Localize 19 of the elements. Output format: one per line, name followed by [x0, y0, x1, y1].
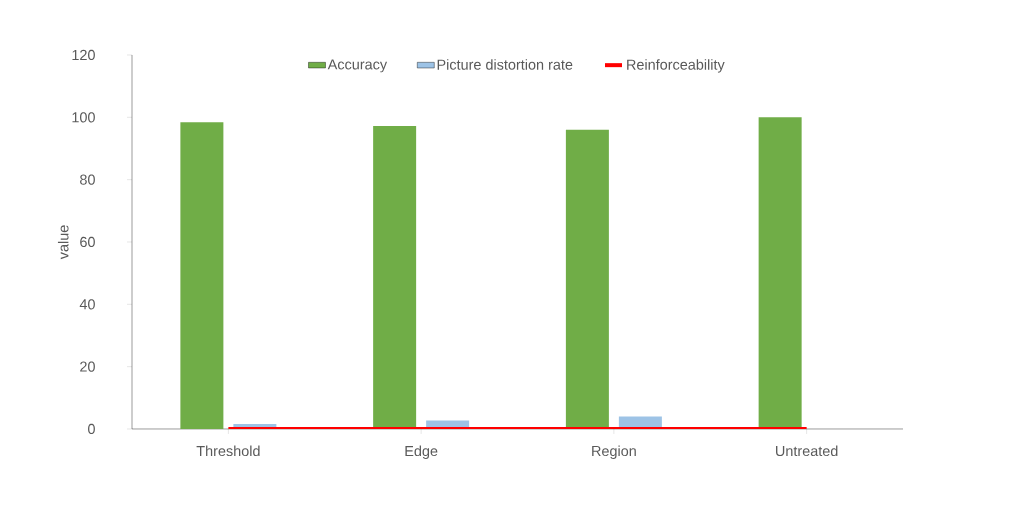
- y-tick-label: 20: [80, 361, 95, 372]
- y-tick-label: 100: [72, 112, 95, 123]
- bar: [373, 126, 417, 429]
- x-tick-label: Untreated: [776, 445, 838, 457]
- y-tick-label: 0: [88, 423, 95, 435]
- x-tick-label: Edge: [405, 445, 438, 459]
- x-tick-label: Region: [592, 445, 636, 459]
- legend-label: Accuracy: [327, 59, 388, 73]
- bar: [565, 129, 609, 429]
- x-tick-label: Threshold: [196, 445, 260, 457]
- y-tick-label: 120: [72, 49, 95, 61]
- legend-label: Picture distortion rate: [437, 59, 573, 70]
- y-tick-label: 60: [80, 236, 95, 248]
- bar: [758, 117, 802, 429]
- y-tick-label: 80: [80, 174, 95, 185]
- y-axis-title: value: [57, 225, 69, 260]
- y-tick-label: 40: [79, 299, 95, 310]
- bar: [180, 122, 224, 429]
- legend-label: Reinforceability: [627, 59, 725, 73]
